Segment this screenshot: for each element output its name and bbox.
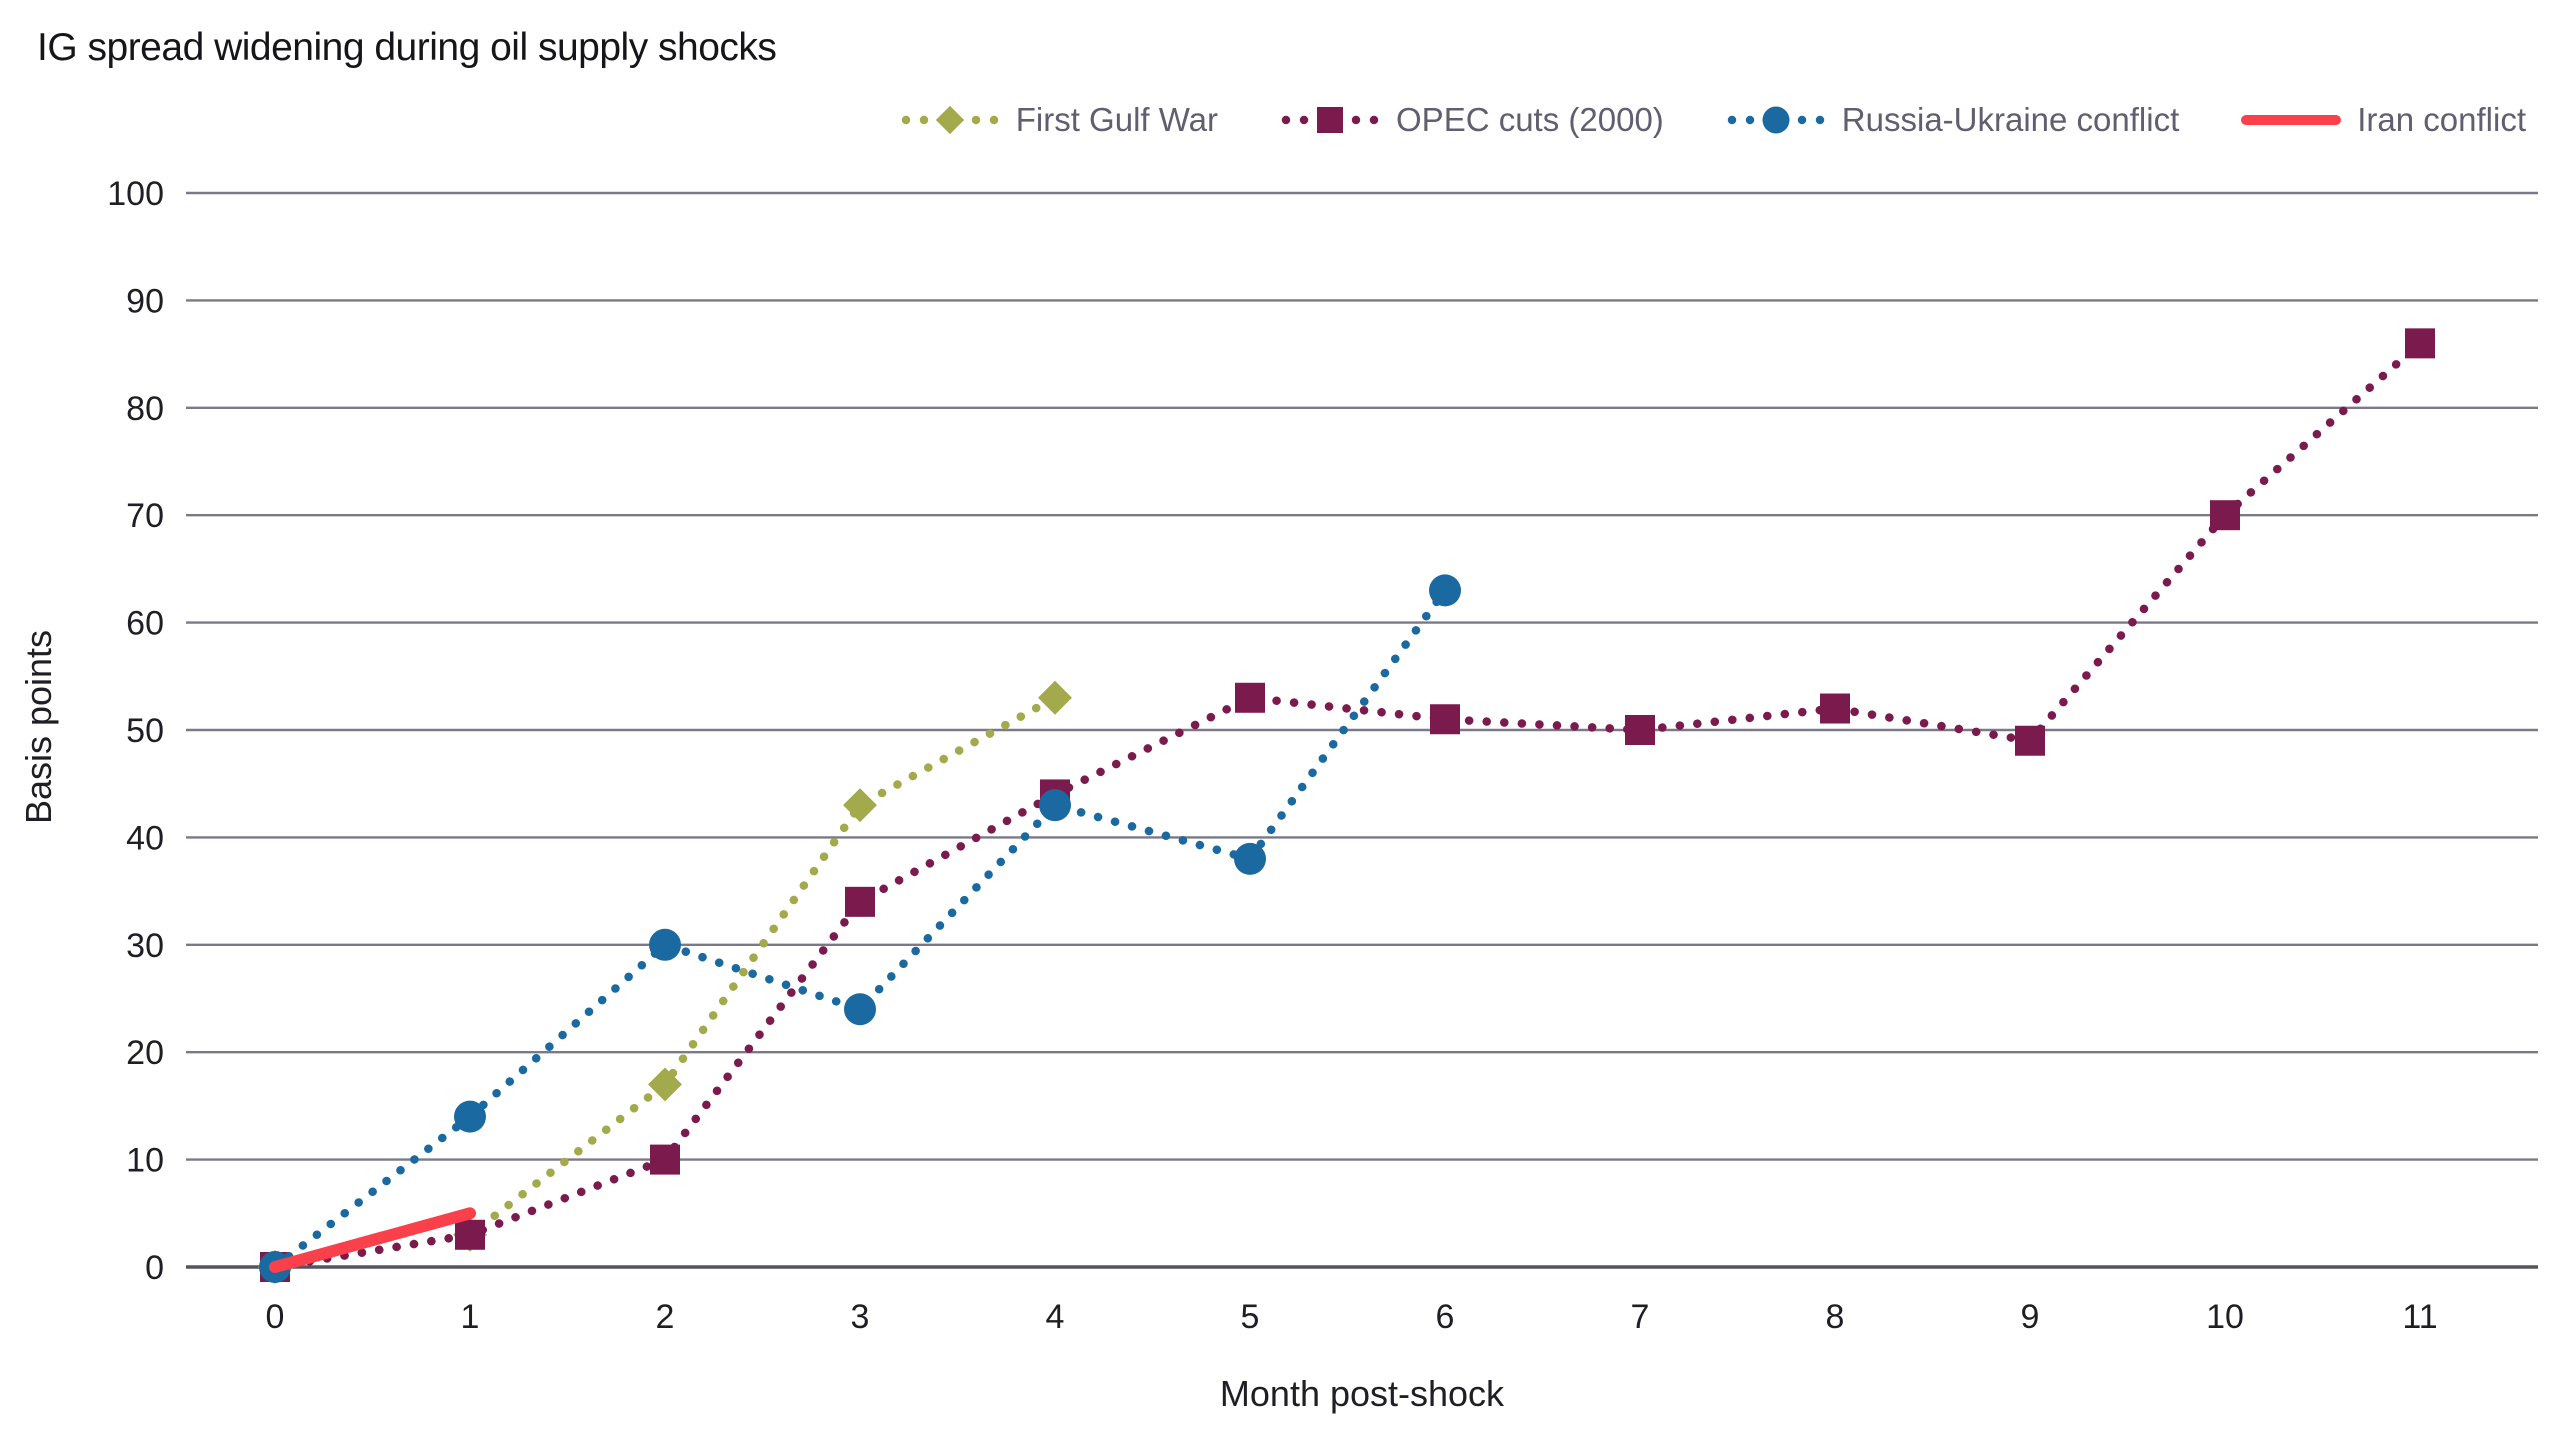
dot-icon [901,115,910,125]
first-gulf-war-swatch-icon [901,105,998,135]
y-tick-label-50: 50 [126,712,164,750]
x-tick-label-2: 2 [656,1298,675,1336]
series-line-russia-ukraine-conflict [270,586,1450,1272]
series-marker-first-gulf-war [843,788,877,823]
series-marker-russia-ukraine-conflict [844,993,876,1026]
series-line-first-gulf-war [270,693,1060,1272]
dot-icon [989,115,998,125]
series-marker-opec-cuts-2000 [2015,725,2045,756]
dot-icon [1797,115,1807,125]
y-tick-label-0: 0 [145,1249,164,1287]
diamond-marker-icon [935,105,964,135]
legend-label-opec-cuts-2000: OPEC cuts (2000) [1396,101,1664,138]
y-tick-label-70: 70 [126,497,164,535]
series-marker-first-gulf-war [648,1067,682,1102]
iran-conflict-swatch-icon [2241,115,2342,125]
x-tick-label-9: 9 [2021,1298,2040,1336]
series-marker-opec-cuts-2000 [455,1219,485,1250]
dot-icon [1281,115,1291,125]
dot-icon [919,115,928,125]
series-line-iran-conflict [269,1207,476,1273]
y-tick-label-30: 30 [126,927,164,965]
dot-icon [971,115,980,125]
dot-icon [1299,115,1309,125]
x-tick-label-5: 5 [1241,1298,1260,1336]
series-marker-opec-cuts-2000 [845,886,875,917]
y-tick-label-80: 80 [126,390,164,428]
x-axis-title: Month post-shock [1220,1373,1505,1414]
y-tick-label-60: 60 [126,605,164,643]
dot-icon [1351,115,1361,125]
x-tick-label-1: 1 [461,1298,480,1336]
chart-title: IG spread widening during oil supply sho… [37,26,777,69]
series-marker-russia-ukraine-conflict [1039,789,1071,822]
y-tick-label-10: 10 [126,1142,164,1180]
series-marker-opec-cuts-2000 [1235,682,1265,713]
chart-legend: First Gulf War OPEC cuts (2000) Russia-Ukr… [900,101,2526,139]
square-marker-icon [1317,107,1344,133]
series-marker-opec-cuts-2000 [2210,500,2240,531]
y-tick-label-40: 40 [126,819,164,857]
series-marker-opec-cuts-2000 [1625,715,1655,745]
series-marker-opec-cuts-2000 [1820,693,1850,724]
series-marker-opec-cuts-2000 [2405,328,2435,359]
russia-ukraine-conflict-swatch-icon [1727,106,1825,134]
dot-icon [1745,115,1755,125]
legend-item-first-gulf-war: First Gulf War [900,101,1218,139]
legend-item-iran-conflict: Iran conflict [2241,101,2526,139]
legend-label-iran-conflict: Iran conflict [2357,101,2526,138]
x-tick-label-10: 10 [2206,1298,2244,1336]
dot-icon [1369,115,1379,125]
dot-icon [1815,115,1825,125]
x-tick-label-3: 3 [851,1298,870,1336]
x-tick-label-7: 7 [1631,1298,1650,1336]
y-tick-label-90: 90 [126,282,164,320]
series-line-opec-cuts-2000 [270,339,2425,1272]
opec-cuts-2000-swatch-icon [1281,107,1379,133]
x-tick-label-6: 6 [1436,1298,1455,1336]
legend-label-russia-ukraine-conflict: Russia-Ukraine conflict [1841,101,2180,138]
series-marker-opec-cuts-2000 [650,1144,680,1175]
x-tick-label-8: 8 [1826,1298,1845,1336]
series-marker-russia-ukraine-conflict [1234,842,1266,875]
y-axis-title: Basis points [18,630,59,824]
legend-label-first-gulf-war: First Gulf War [1015,101,1219,138]
x-tick-label-11: 11 [2402,1298,2437,1336]
series-marker-russia-ukraine-conflict [649,928,681,961]
series-marker-russia-ukraine-conflict [454,1100,486,1133]
series-marker-russia-ukraine-conflict [1429,574,1461,607]
y-tick-label-20: 20 [126,1034,164,1072]
dot-icon [1727,115,1737,125]
series-marker-first-gulf-war [1038,680,1072,715]
y-tick-label-100: 100 [107,175,164,213]
series-marker-opec-cuts-2000 [1430,704,1460,735]
x-tick-label-4: 4 [1046,1298,1065,1336]
x-tick-label-0: 0 [266,1298,285,1336]
legend-item-russia-ukraine-conflict: Russia-Ukraine conflict [1726,101,2179,139]
legend-item-opec-cuts-2000: OPEC cuts (2000) [1280,101,1664,139]
circle-marker-icon [1762,106,1790,134]
